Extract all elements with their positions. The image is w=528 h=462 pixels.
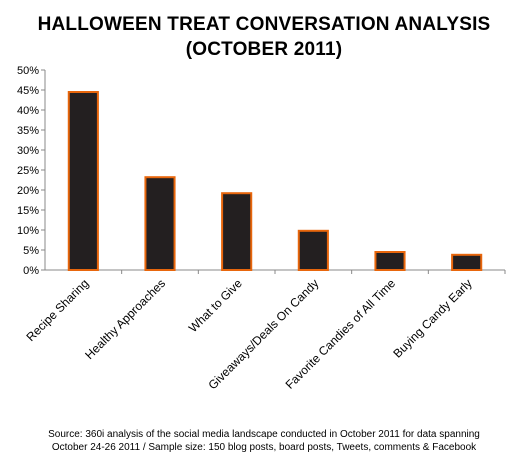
y-tick-label: 35% [17,125,39,137]
y-tick-label: 25% [17,165,39,177]
y-tick-label: 30% [17,145,39,157]
bar [144,176,176,271]
source-note-line-1: Source: 360i analysis of the social medi… [48,429,480,440]
x-tick-label: Recipe Sharing [24,276,92,344]
bars [67,91,483,272]
bar [451,253,483,272]
source-note-line-2: October 24-26 2011 / Sample size: 150 bl… [51,442,477,453]
bar [221,192,253,271]
y-tick-label: 40% [17,105,39,117]
bar [297,229,329,272]
bar [67,91,99,271]
x-tick-label: What to Give [186,276,245,335]
y-tick-label: 45% [17,85,39,97]
y-tick-label: 10% [17,225,39,237]
y-tick-label: 20% [17,185,39,197]
bar [374,251,406,271]
y-tick-label: 15% [17,205,39,217]
x-tick-label: Healthy Approaches [82,276,168,362]
chart-title: HALLOWEEN TREAT CONVERSATION ANALYSIS [37,14,491,35]
y-tick-label: 0% [23,265,39,277]
y-tick-label: 50% [17,65,39,77]
y-axis-ticks: 0% 5% 10% 15% 20% 25% 30% 35% 40% 45% 50% [17,65,45,277]
y-tick-label: 5% [23,245,39,257]
x-tick-label: Buying Candy Early [390,276,474,360]
chart-subtitle: (OCTOBER 2011) [185,39,343,60]
